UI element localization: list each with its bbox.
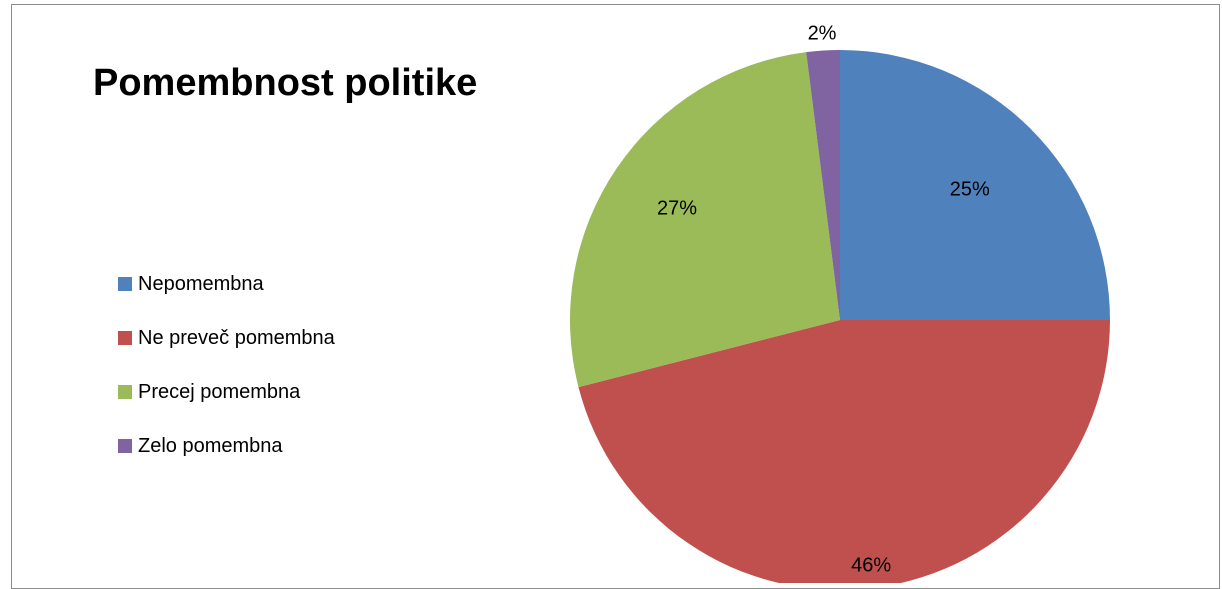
legend-label-zelo-pomembna: Zelo pomembna (138, 434, 283, 457)
pie-slice-zelo-pomembna (806, 50, 840, 320)
data-label-ne-prevec-pomembna: 46% (851, 555, 891, 577)
legend-swatch-zelo-pomembna (118, 439, 132, 453)
legend-label-precej-pomembna: Precej pomembna (138, 380, 301, 403)
pie-slice-precej-pomembna (570, 52, 840, 388)
pie-slice-nepomembna (840, 50, 1110, 320)
legend: Nepomembna Ne preveč pomembna Precej pom… (118, 270, 335, 486)
data-label-nepomembna: 25% (950, 178, 990, 200)
legend-label-ne-prevec-pomembna: Ne preveč pomembna (138, 326, 335, 349)
legend-item-nepomembna: Nepomembna (118, 270, 335, 298)
chart-title: Pomembnost politike (93, 62, 478, 104)
legend-swatch-ne-prevec-pomembna (118, 331, 132, 345)
data-label-zelo-pomembna: 2% (808, 23, 837, 45)
legend-swatch-precej-pomembna (118, 385, 132, 399)
data-label-precej-pomembna: 27% (657, 197, 697, 219)
legend-item-zelo-pomembna: Zelo pomembna (118, 432, 335, 460)
legend-item-ne-prevec-pomembna: Ne preveč pomembna (118, 324, 335, 352)
legend-label-nepomembna: Nepomembna (138, 272, 264, 295)
legend-swatch-nepomembna (118, 277, 132, 291)
legend-item-precej-pomembna: Precej pomembna (118, 378, 335, 406)
pie-slice-ne-prevec-pomembna (578, 320, 1110, 583)
